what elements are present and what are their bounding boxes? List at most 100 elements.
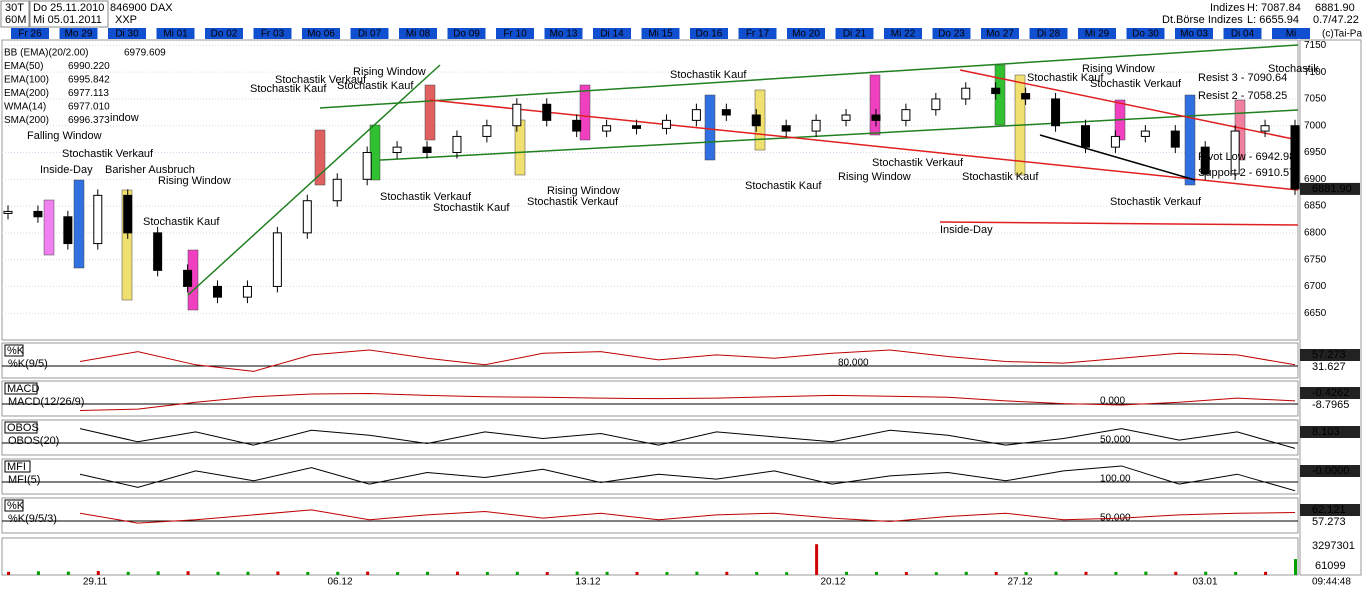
legend-name: WMA(14) (4, 102, 46, 113)
day-label: Do 23 (938, 29, 965, 40)
indicator-value: 8.103 (1312, 426, 1340, 438)
day-label: Di 21 (843, 29, 867, 40)
indicator-label: MFI(5) (8, 474, 40, 486)
day-box (1126, 28, 1165, 39)
indicator-line (79, 392, 1296, 411)
indicator-value: 62.121 (1312, 504, 1346, 516)
candle (512, 103, 522, 127)
volume-bar (755, 571, 759, 575)
indicator-value: -8.7965 (1312, 399, 1349, 411)
pattern-label: Falling Window (27, 130, 102, 142)
x-tick-label: 13.12 (575, 577, 600, 588)
candle (1021, 93, 1031, 100)
candle (242, 285, 252, 298)
day-box (690, 28, 728, 39)
volume-bar (366, 571, 370, 575)
volume-bar (575, 571, 579, 575)
x-tick-label: 29.11 (83, 577, 108, 588)
highlight-box (869, 74, 881, 136)
day-box (884, 28, 922, 39)
indicator-panel (1, 497, 1299, 534)
pattern-label: Stochastik Verkauf (275, 74, 367, 86)
pattern-label: Stochastik Kauf (962, 171, 1039, 183)
legend-name: EMA(100) (4, 75, 49, 86)
day-box (1175, 28, 1213, 39)
day-label: Di 07 (358, 29, 382, 40)
volume-bar (665, 572, 669, 575)
value-box (1300, 426, 1360, 438)
volume-bar (545, 572, 549, 575)
pattern-label: Stochastik Kauf (745, 180, 822, 192)
pattern-label: Stochastik (1268, 63, 1319, 75)
day-label: Do 09 (453, 29, 480, 40)
volume-bar (635, 571, 639, 575)
last-price-box (1300, 182, 1360, 195)
indicator-box (4, 460, 31, 473)
code: XXP (115, 14, 137, 26)
volume-bar (815, 544, 819, 575)
indicator-box (4, 344, 24, 357)
legend-name: EMA(200) (4, 88, 49, 99)
candle (362, 152, 372, 180)
volume-bar (306, 571, 310, 575)
value-box (1300, 349, 1360, 361)
candle (542, 103, 552, 121)
volume-tick: 61099 (1315, 560, 1346, 572)
indicator-line (79, 349, 1296, 372)
day-label: Fr 17 (746, 29, 770, 40)
candle (1170, 130, 1180, 148)
day-box (399, 28, 437, 39)
volume-bar (874, 571, 878, 575)
indicator-label: %K(9/5) (8, 358, 48, 370)
day-label: Mo 20 (792, 29, 820, 40)
candle (422, 146, 432, 153)
y-tick-label: 6950 (1304, 147, 1327, 158)
candle (302, 200, 312, 234)
indicator-name: OBOS (7, 422, 39, 434)
day-box (738, 28, 777, 39)
candle (1140, 130, 1150, 137)
volume-bar (485, 571, 489, 575)
indicator-label: OBOS(20) (8, 435, 59, 447)
candle (691, 109, 701, 121)
indicator-level: 50.000 (1100, 435, 1131, 446)
pattern-label: Inside-Day (40, 164, 93, 176)
indicator-box (4, 421, 38, 434)
day-box (156, 28, 195, 39)
day-label: Fr 26 (18, 29, 42, 40)
candle (183, 269, 193, 287)
indicator-line (79, 509, 1296, 524)
day-box (1078, 28, 1116, 39)
indicator-panel (1, 342, 1299, 379)
pattern-label: Rising Window (353, 66, 426, 78)
candle (901, 109, 911, 121)
y-tick-label: 7000 (1304, 120, 1327, 131)
day-label: Di 14 (600, 29, 624, 40)
volume-bar (36, 571, 40, 575)
volume-bar (1024, 572, 1028, 575)
day-label: Mo 03 (1180, 29, 1208, 40)
day-label: Di 04 (1231, 29, 1255, 40)
y-tick-label: 7100 (1304, 67, 1327, 78)
volume-bar (7, 571, 10, 575)
candle (1080, 125, 1090, 148)
day-box (641, 28, 680, 39)
indicator-level: 100.00 (1100, 474, 1131, 485)
day-label: Mi (1286, 29, 1297, 40)
day-box (981, 28, 1019, 39)
pattern-label: Stochastik Verkauf (527, 196, 619, 208)
pattern-label: Inside-Day (940, 224, 993, 236)
candle (751, 114, 761, 127)
volume-bar (964, 571, 968, 575)
day-box (787, 28, 825, 39)
legend-value: 6977.113 (68, 88, 109, 99)
low: L: 6655.94 (1247, 14, 1299, 26)
pattern-label: Barisher Ausbruch (105, 164, 195, 176)
y-tick-label: 7150 (1304, 40, 1327, 51)
volume-bar (1174, 571, 1178, 575)
value-box (1300, 465, 1360, 477)
x-tick-label: 03.01 (1192, 577, 1217, 588)
y-tick-label: 6700 (1304, 281, 1327, 292)
indicator-panel (1, 458, 1299, 495)
highlight-box (73, 179, 85, 269)
